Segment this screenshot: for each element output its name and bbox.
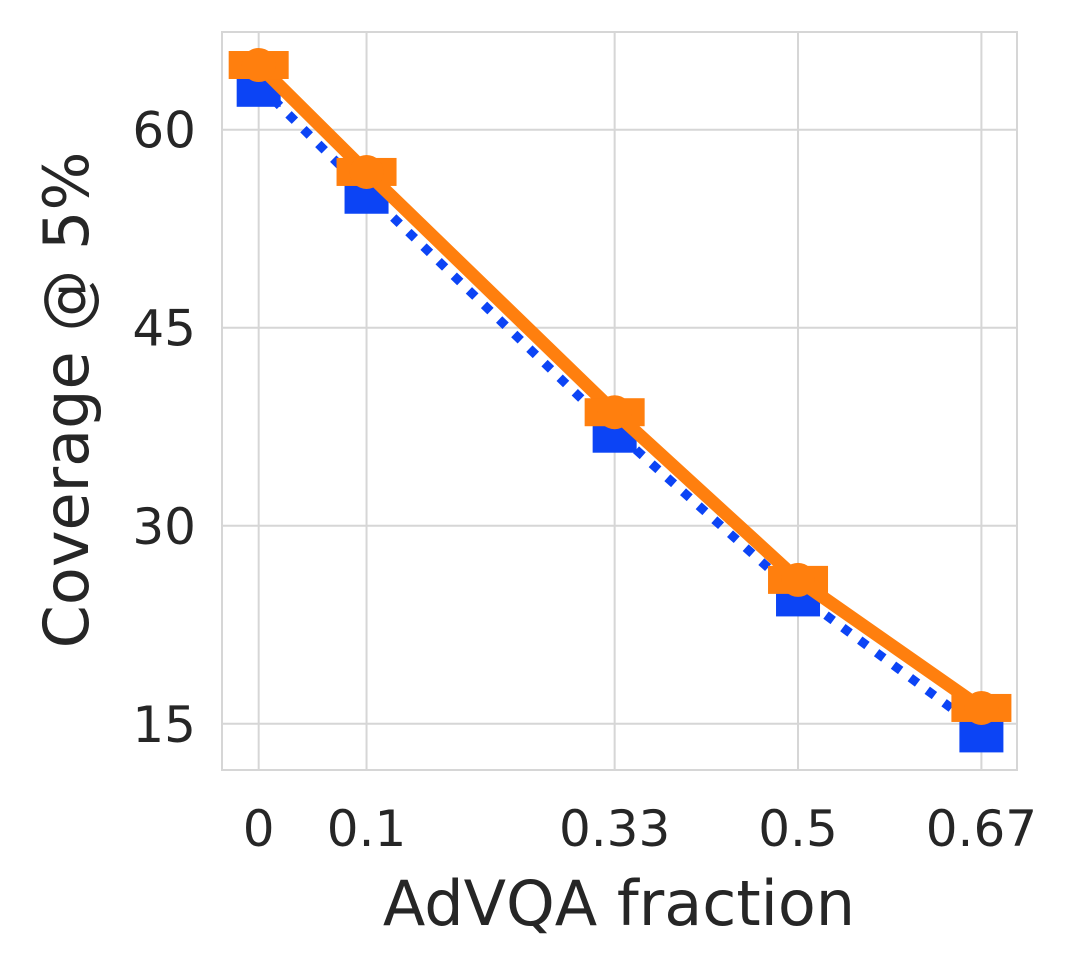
plot-frame bbox=[221, 31, 1018, 771]
tick-labels: 0 0.1 0.33 0.5 0.67 15 30 45 60 bbox=[132, 102, 1037, 858]
data-point bbox=[964, 690, 999, 725]
y-tick-label: 30 bbox=[132, 498, 196, 556]
x-tick-label: 0.1 bbox=[327, 800, 407, 858]
x-tick-label: 0.33 bbox=[559, 800, 670, 858]
series-layer bbox=[228, 48, 1012, 753]
x-tick-label: 0.67 bbox=[926, 800, 1037, 858]
data-point bbox=[597, 395, 632, 430]
y-tick-label: 60 bbox=[132, 102, 196, 160]
x-tick-label: 0.5 bbox=[758, 800, 838, 858]
data-point bbox=[781, 562, 816, 597]
data-point bbox=[241, 48, 276, 83]
y-axis-title: Coverage @ 5% bbox=[30, 152, 103, 649]
y-tick-label: 15 bbox=[132, 696, 196, 754]
data-point bbox=[349, 154, 384, 189]
x-axis-title: AdVQA fraction bbox=[383, 867, 855, 940]
x-tick-label: 0 bbox=[243, 800, 275, 858]
series-orange-solid-circle bbox=[228, 48, 1012, 725]
y-tick-label: 45 bbox=[132, 300, 196, 358]
